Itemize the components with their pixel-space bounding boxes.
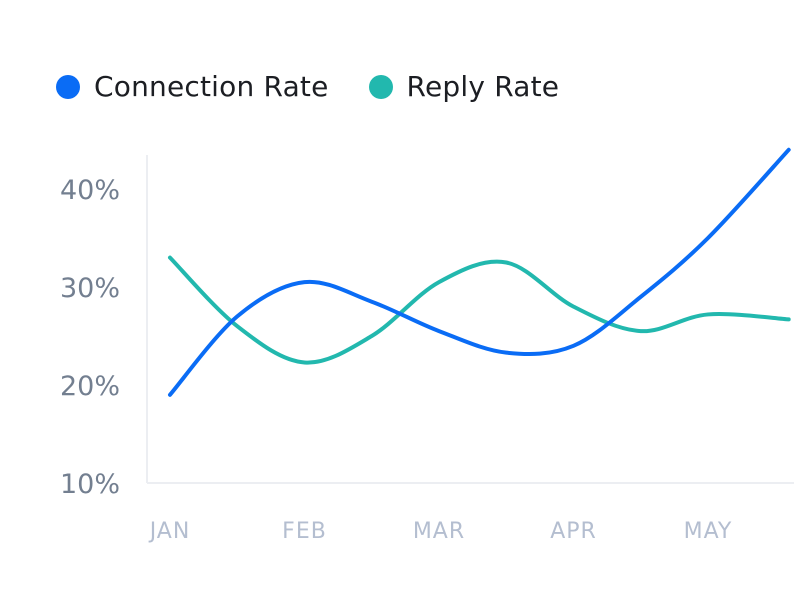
y-tick-label: 30% xyxy=(60,273,120,304)
legend-marker-connection-rate xyxy=(56,74,80,99)
series-line-connection-rate xyxy=(168,147,791,397)
legend: Connection Rate Reply Rate xyxy=(56,70,559,103)
x-tick-label: MAR xyxy=(413,519,465,544)
y-tick-label: 20% xyxy=(60,371,120,402)
y-tick-label: 10% xyxy=(60,469,120,500)
x-tick-label: APR xyxy=(550,519,597,544)
legend-marker-reply-rate xyxy=(368,74,393,99)
series-lines xyxy=(168,147,791,397)
y-tick-label: 40% xyxy=(60,175,120,206)
legend-item-connection-rate[interactable]: Connection Rate xyxy=(56,70,329,103)
x-tick-label: FEB xyxy=(282,519,327,544)
series-line-reply-rate xyxy=(168,255,791,365)
axes: 10% 20% 30% 40% JAN FEB MAR APR MAY xyxy=(60,155,794,544)
x-tick-label: JAN xyxy=(148,519,191,544)
legend-label-connection-rate: Connection Rate xyxy=(94,70,329,103)
legend-label-reply-rate: Reply Rate xyxy=(406,70,560,103)
x-tick-label: MAY xyxy=(684,519,733,544)
legend-item-reply-rate[interactable]: Reply Rate xyxy=(368,70,560,103)
